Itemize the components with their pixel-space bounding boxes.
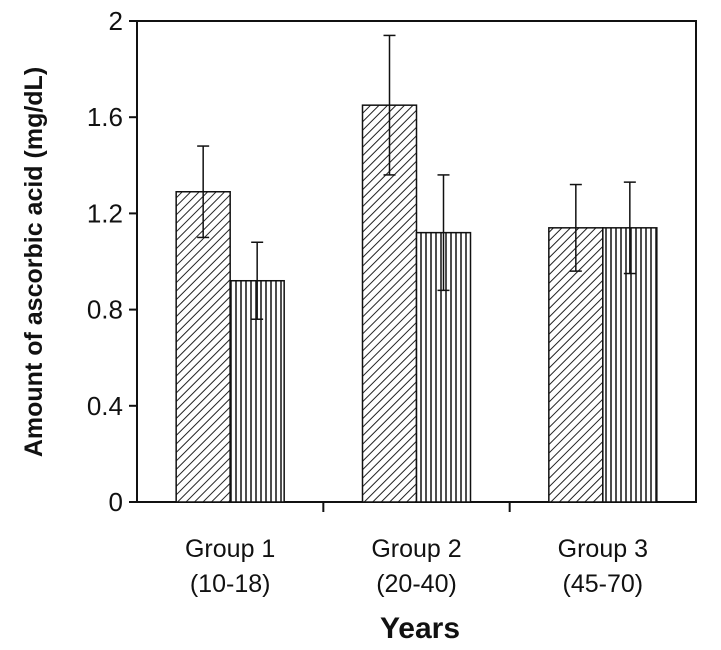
bar-series-2 [602, 227, 658, 503]
x-category-sublabel: (45-70) [563, 570, 644, 598]
bar-series-1 [175, 191, 231, 503]
x-category-label: Group 1 [185, 535, 275, 563]
x-category-label: Group 3 [558, 535, 648, 563]
x-axis: Group 1 (10-18) Group 2 (20-40) Group 3 (45-7… [185, 502, 648, 598]
y-tick-label: 2 [109, 6, 123, 36]
y-tick-label: 0.4 [87, 391, 123, 421]
y-tick-label: 1.6 [87, 102, 123, 132]
x-axis-title: Years [380, 612, 460, 645]
y-tick-label: 1.2 [87, 198, 123, 228]
bar-series-1 [548, 227, 604, 503]
x-category-sublabel: (10-18) [190, 570, 271, 598]
bars-group [175, 104, 658, 503]
y-axis-title: Amount of ascorbic acid (mg/dL) [20, 67, 48, 457]
y-axis: 0 0.4 0.8 1.2 1.6 2 [87, 6, 137, 517]
error-bars-group [197, 34, 636, 320]
x-category-sublabel: (20-40) [376, 570, 457, 598]
y-tick-label: 0.8 [87, 295, 123, 325]
bar-series-2 [415, 231, 472, 503]
x-category-label: Group 2 [371, 535, 461, 563]
y-tick-label: 0 [109, 487, 123, 517]
